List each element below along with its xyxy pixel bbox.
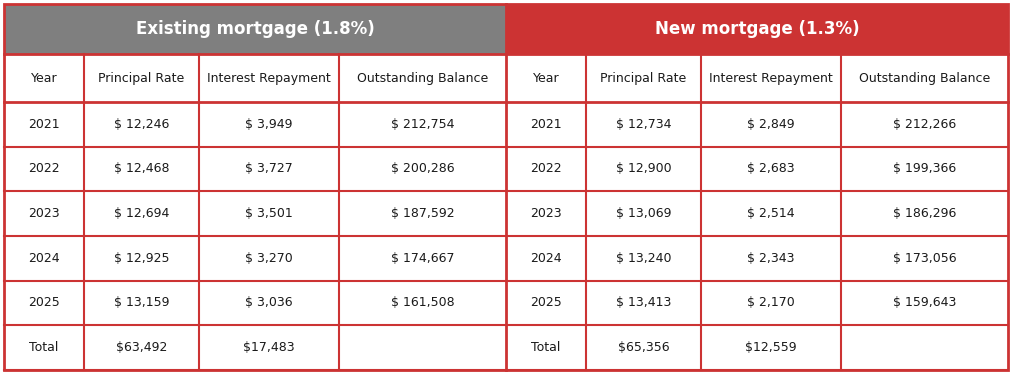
Text: $ 13,413: $ 13,413 <box>616 297 670 310</box>
Text: Interest Repayment: Interest Repayment <box>207 71 331 85</box>
Text: Total: Total <box>531 341 560 354</box>
Text: $ 12,694: $ 12,694 <box>113 207 169 220</box>
Text: 2021: 2021 <box>28 118 60 131</box>
Bar <box>4 4 506 54</box>
Text: 2024: 2024 <box>530 252 561 265</box>
Text: Outstanding Balance: Outstanding Balance <box>357 71 487 85</box>
Text: $ 159,643: $ 159,643 <box>892 297 955 310</box>
Text: $ 212,754: $ 212,754 <box>390 118 454 131</box>
Text: $12,559: $12,559 <box>744 341 796 354</box>
Text: Total: Total <box>29 341 59 354</box>
Text: 2021: 2021 <box>530 118 561 131</box>
Text: Principal Rate: Principal Rate <box>600 71 685 85</box>
Text: 2023: 2023 <box>530 207 561 220</box>
Text: 2025: 2025 <box>28 297 60 310</box>
Text: $ 12,900: $ 12,900 <box>615 162 670 175</box>
Text: $ 200,286: $ 200,286 <box>390 162 454 175</box>
Text: $ 3,949: $ 3,949 <box>245 118 292 131</box>
Text: $ 3,501: $ 3,501 <box>245 207 292 220</box>
Text: 2022: 2022 <box>28 162 60 175</box>
Text: Year: Year <box>532 71 559 85</box>
Text: $ 12,734: $ 12,734 <box>615 118 670 131</box>
Text: $ 2,849: $ 2,849 <box>746 118 794 131</box>
Bar <box>506 4 1007 54</box>
Text: $ 12,925: $ 12,925 <box>113 252 169 265</box>
Text: $ 187,592: $ 187,592 <box>390 207 454 220</box>
Text: $17,483: $17,483 <box>243 341 294 354</box>
Text: Outstanding Balance: Outstanding Balance <box>858 71 989 85</box>
Text: $ 3,036: $ 3,036 <box>245 297 292 310</box>
Text: $ 199,366: $ 199,366 <box>892 162 955 175</box>
Text: $ 12,246: $ 12,246 <box>113 118 169 131</box>
Text: $ 2,343: $ 2,343 <box>746 252 794 265</box>
Text: $ 173,056: $ 173,056 <box>892 252 955 265</box>
Text: $ 3,270: $ 3,270 <box>245 252 292 265</box>
Text: $ 3,727: $ 3,727 <box>245 162 292 175</box>
Text: Principal Rate: Principal Rate <box>98 71 184 85</box>
Text: 2025: 2025 <box>530 297 561 310</box>
Text: 2023: 2023 <box>28 207 60 220</box>
Text: $ 2,170: $ 2,170 <box>746 297 794 310</box>
Text: $63,492: $63,492 <box>115 341 167 354</box>
Text: $ 13,159: $ 13,159 <box>113 297 169 310</box>
Text: $ 2,514: $ 2,514 <box>746 207 794 220</box>
Text: Year: Year <box>30 71 58 85</box>
Text: $ 13,069: $ 13,069 <box>615 207 670 220</box>
Text: $ 161,508: $ 161,508 <box>390 297 454 310</box>
Text: New mortgage (1.3%): New mortgage (1.3%) <box>654 20 858 38</box>
Text: Existing mortgage (1.8%): Existing mortgage (1.8%) <box>135 20 374 38</box>
Text: Interest Repayment: Interest Repayment <box>709 71 832 85</box>
Text: $65,356: $65,356 <box>617 341 668 354</box>
Text: 2024: 2024 <box>28 252 60 265</box>
Text: $ 2,683: $ 2,683 <box>746 162 794 175</box>
Text: $ 13,240: $ 13,240 <box>615 252 670 265</box>
Text: 2022: 2022 <box>530 162 561 175</box>
Text: $ 174,667: $ 174,667 <box>390 252 454 265</box>
Text: $ 12,468: $ 12,468 <box>113 162 169 175</box>
Text: $ 186,296: $ 186,296 <box>892 207 955 220</box>
Text: $ 212,266: $ 212,266 <box>892 118 955 131</box>
